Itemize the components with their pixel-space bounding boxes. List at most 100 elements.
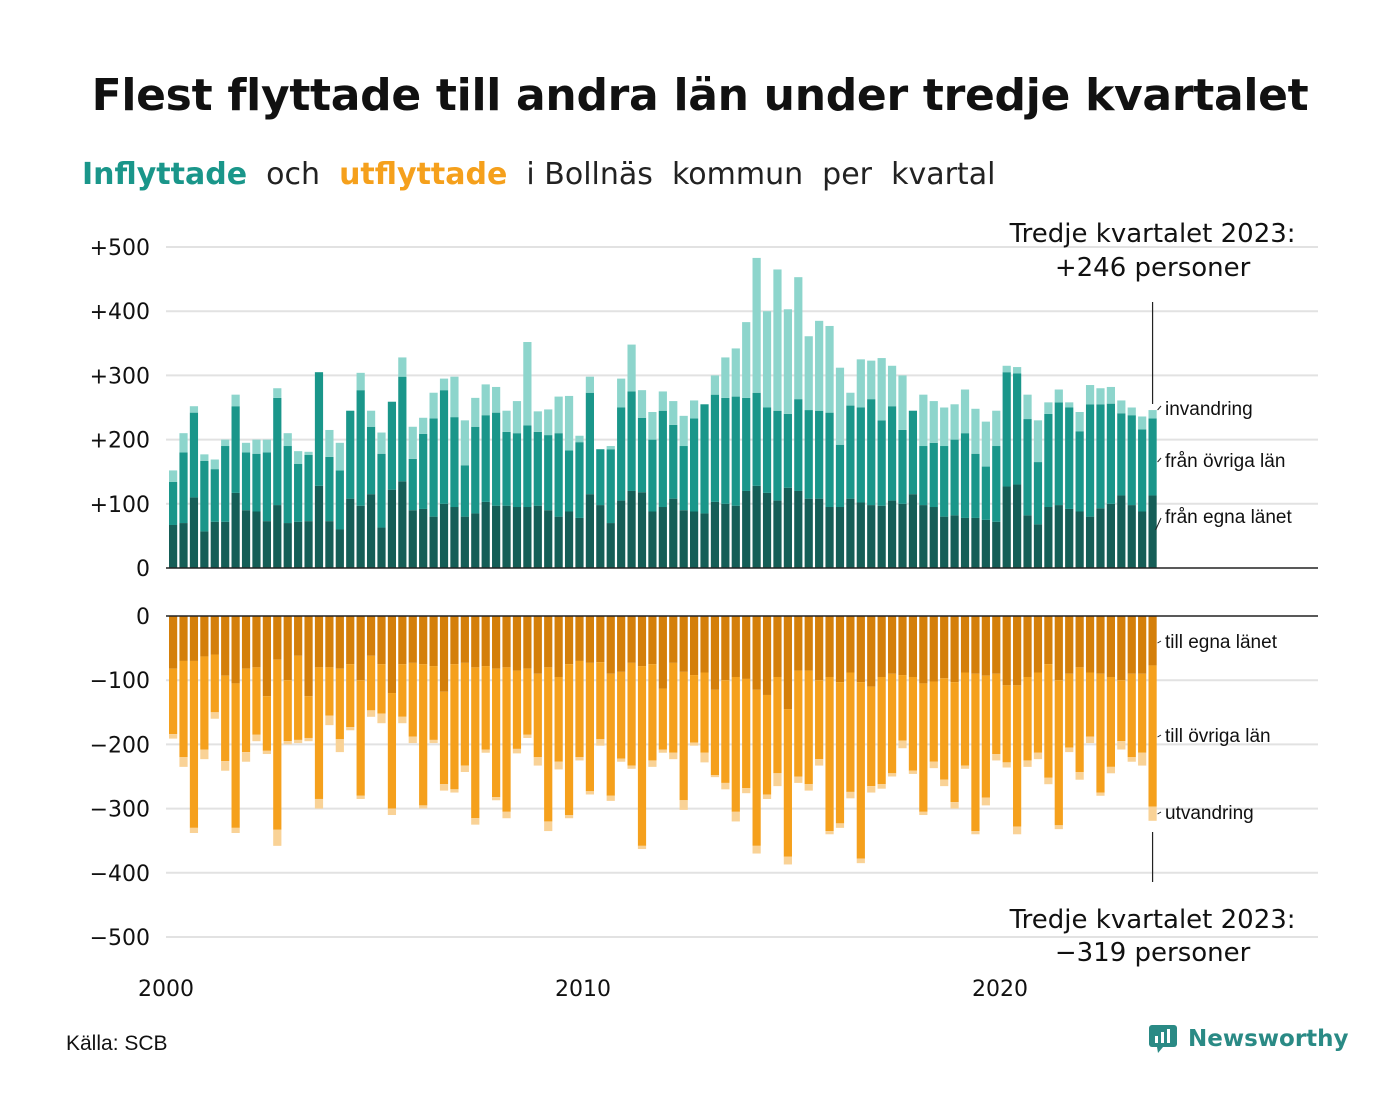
bar-in-own-county — [460, 516, 469, 568]
bar-in-other-counties — [585, 392, 594, 495]
bar-out-other-counties — [471, 667, 480, 819]
bar-in-own-county — [564, 511, 574, 568]
bar-out-other-counties — [1138, 673, 1147, 753]
bar-in-abroad — [1117, 400, 1126, 414]
bar-in-own-county — [1002, 486, 1011, 568]
leader-line — [1157, 640, 1162, 644]
leader-line — [1157, 405, 1162, 411]
bar-out-own-county — [512, 616, 522, 671]
bar-in-abroad — [325, 429, 334, 457]
bar-in-own-county — [1106, 503, 1115, 568]
bar-out-own-county — [783, 616, 792, 710]
bar-out-abroad — [450, 789, 459, 793]
bar-in-abroad — [492, 386, 501, 413]
bar-out-own-county — [346, 616, 355, 665]
bar-in-own-county — [544, 510, 553, 568]
y-tick-label-in: +500 — [90, 236, 150, 261]
bar-out-own-county — [398, 616, 407, 665]
series-label-out: till övriga län — [1165, 726, 1271, 747]
y-tick-label-out: 0 — [136, 605, 150, 630]
bar-out-abroad — [627, 765, 636, 769]
bar-out-abroad — [283, 741, 292, 745]
bar-out-abroad — [356, 795, 365, 799]
annotation-out-line2: −319 personer — [1055, 938, 1251, 968]
bar-in-own-county — [648, 511, 657, 568]
bar-in-other-counties — [710, 394, 720, 502]
bar-in-own-county — [1085, 516, 1095, 568]
bar-in-other-counties — [481, 415, 490, 502]
bar-in-own-county — [898, 503, 907, 568]
bar-in-abroad — [1138, 416, 1147, 430]
bar-out-other-counties — [439, 691, 449, 785]
bar-in-own-county — [262, 521, 271, 568]
bar-in-other-counties — [283, 446, 292, 524]
bar-out-other-counties — [523, 668, 532, 735]
bar-in-abroad — [1106, 386, 1115, 404]
bar-in-own-county — [471, 513, 480, 568]
bar-out-own-county — [314, 616, 324, 668]
y-tick-label-in: +400 — [90, 300, 150, 325]
bar-in-own-county — [1127, 505, 1136, 568]
subtitle-rest: i Bollnäs kommun per kvartal — [507, 157, 996, 192]
bar-in-other-counties — [783, 413, 792, 488]
bar-out-abroad — [752, 845, 761, 854]
bar-out-other-counties — [856, 682, 865, 859]
bar-in-abroad — [1013, 367, 1022, 374]
bar-out-abroad — [169, 734, 178, 739]
bar-in-own-county — [398, 481, 407, 568]
bar-in-own-county — [669, 498, 678, 568]
bar-out-other-counties — [877, 676, 886, 785]
bar-out-other-counties — [189, 660, 199, 828]
bar-in-abroad — [658, 391, 667, 411]
bar-in-own-county — [273, 505, 282, 568]
bar-out-own-county — [554, 616, 563, 677]
bar-in-own-county — [200, 531, 209, 568]
bar-in-other-counties — [325, 456, 334, 522]
bar-out-abroad — [325, 715, 334, 726]
bar-out-other-counties — [1096, 673, 1105, 793]
bar-out-other-counties — [1044, 664, 1053, 778]
bar-in-other-counties — [773, 410, 782, 501]
bar-in-abroad — [460, 420, 469, 466]
bar-in-own-county — [825, 507, 834, 568]
bar-out-other-counties — [690, 675, 699, 743]
bar-out-other-counties — [658, 688, 667, 750]
bar-in-abroad — [1096, 388, 1105, 405]
bar-out-other-counties — [992, 673, 1001, 755]
bar-out-own-county — [533, 616, 542, 674]
bar-out-abroad — [492, 797, 501, 801]
bar-out-own-county — [1138, 616, 1147, 674]
bar-out-other-counties — [1023, 676, 1032, 761]
bar-in-other-counties — [690, 418, 699, 512]
series-label-out: utvandring — [1165, 803, 1254, 824]
bar-in-other-counties — [575, 442, 584, 518]
bar-in-other-counties — [596, 449, 605, 506]
bar-in-other-counties — [523, 425, 532, 508]
bar-in-own-county — [429, 516, 438, 568]
bar-in-own-county — [283, 523, 292, 568]
bar-out-abroad — [731, 811, 740, 822]
bar-out-other-counties — [700, 672, 709, 753]
bar-in-own-county — [606, 523, 615, 568]
bar-in-other-counties — [377, 453, 386, 528]
bar-in-abroad — [898, 375, 907, 430]
bar-out-own-county — [481, 616, 490, 667]
bar-out-other-counties — [731, 676, 740, 812]
bar-out-abroad — [200, 749, 209, 760]
bar-out-abroad — [1138, 752, 1147, 766]
bar-out-own-county — [1127, 616, 1136, 674]
bar-out-abroad — [1023, 760, 1032, 767]
bar-out-abroad — [877, 784, 886, 789]
bar-in-own-county — [1096, 508, 1105, 568]
bar-in-own-county — [523, 507, 532, 568]
bar-in-other-counties — [960, 433, 970, 518]
bar-in-other-counties — [179, 452, 188, 524]
bar-in-abroad — [731, 348, 740, 397]
bar-in-other-counties — [825, 412, 834, 508]
bar-out-own-county — [419, 616, 428, 665]
bar-out-own-county — [992, 616, 1001, 674]
brand-name: Newsworthy — [1188, 1026, 1349, 1052]
bar-out-other-counties — [1148, 665, 1157, 807]
bar-out-own-county — [1096, 616, 1105, 674]
bar-in-own-county — [1148, 495, 1157, 568]
